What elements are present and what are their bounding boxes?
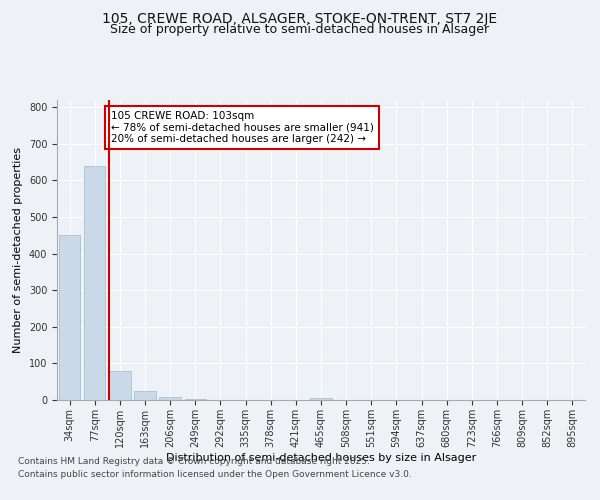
Text: Size of property relative to semi-detached houses in Alsager: Size of property relative to semi-detach… [110,22,490,36]
Bar [160,397,181,400]
Text: Contains HM Land Registry data © Crown copyright and database right 2025.: Contains HM Land Registry data © Crown c… [18,458,370,466]
Bar [310,398,332,400]
Bar [185,399,206,400]
Y-axis label: Number of semi-detached properties: Number of semi-detached properties [13,147,23,353]
Text: Contains public sector information licensed under the Open Government Licence v3: Contains public sector information licen… [18,470,412,479]
Bar [84,166,106,400]
Bar [134,391,155,400]
X-axis label: Distribution of semi-detached houses by size in Alsager: Distribution of semi-detached houses by … [166,452,476,462]
Text: 105, CREWE ROAD, ALSAGER, STOKE-ON-TRENT, ST7 2JE: 105, CREWE ROAD, ALSAGER, STOKE-ON-TRENT… [103,12,497,26]
Bar [109,370,131,400]
Text: 105 CREWE ROAD: 103sqm
← 78% of semi-detached houses are smaller (941)
20% of se: 105 CREWE ROAD: 103sqm ← 78% of semi-det… [110,111,373,144]
Bar [59,236,80,400]
